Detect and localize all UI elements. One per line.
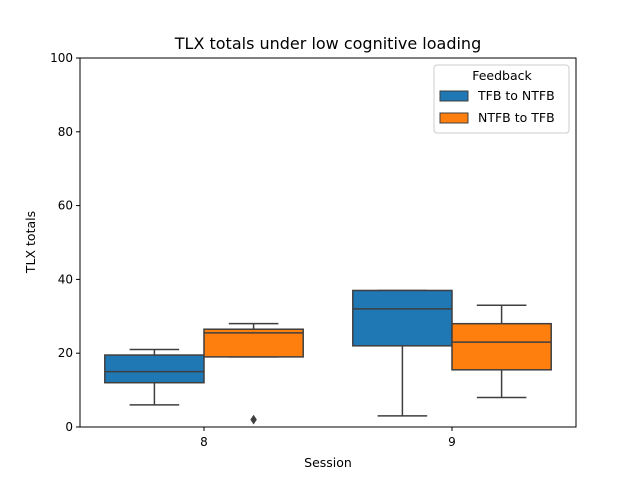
y-tick-label: 60 xyxy=(58,199,73,213)
y-tick-label: 80 xyxy=(58,125,73,139)
box-body xyxy=(104,354,205,384)
box-tfb-to-ntfb-session-8 xyxy=(104,348,205,406)
box-body xyxy=(203,328,304,358)
box-body xyxy=(352,289,453,347)
x-tick-label: 9 xyxy=(448,435,456,449)
y-axis: 0 20 40 60 80 100 xyxy=(50,51,80,434)
x-axis-label: Session xyxy=(304,455,352,470)
y-tick-label: 100 xyxy=(50,51,73,65)
y-tick-label: 20 xyxy=(58,346,73,360)
chart-title: TLX totals under low cognitive loading xyxy=(174,34,481,53)
legend-swatch xyxy=(439,112,469,124)
legend: Feedback TFB to NTFB NTFB to TFB xyxy=(433,64,570,134)
legend-swatch xyxy=(439,90,469,102)
legend-entry-label: TFB to NTFB xyxy=(477,88,555,103)
y-tick-label: 0 xyxy=(65,420,73,434)
box-ntfb-to-tfb-session-9 xyxy=(451,304,552,399)
box-tfb-to-ntfb-session-9 xyxy=(352,289,453,417)
box-ntfb-to-tfb-session-8 xyxy=(203,322,304,425)
plot-area xyxy=(104,289,552,425)
x-tick-label: 8 xyxy=(200,435,208,449)
y-axis-label: TLX totals xyxy=(23,211,38,274)
outlier-point xyxy=(250,414,257,425)
legend-entry-label: NTFB to TFB xyxy=(478,110,555,125)
plot-frame xyxy=(79,57,577,428)
y-tick-label: 40 xyxy=(58,272,73,286)
box-body xyxy=(451,322,552,371)
legend-title: Feedback xyxy=(472,68,532,83)
